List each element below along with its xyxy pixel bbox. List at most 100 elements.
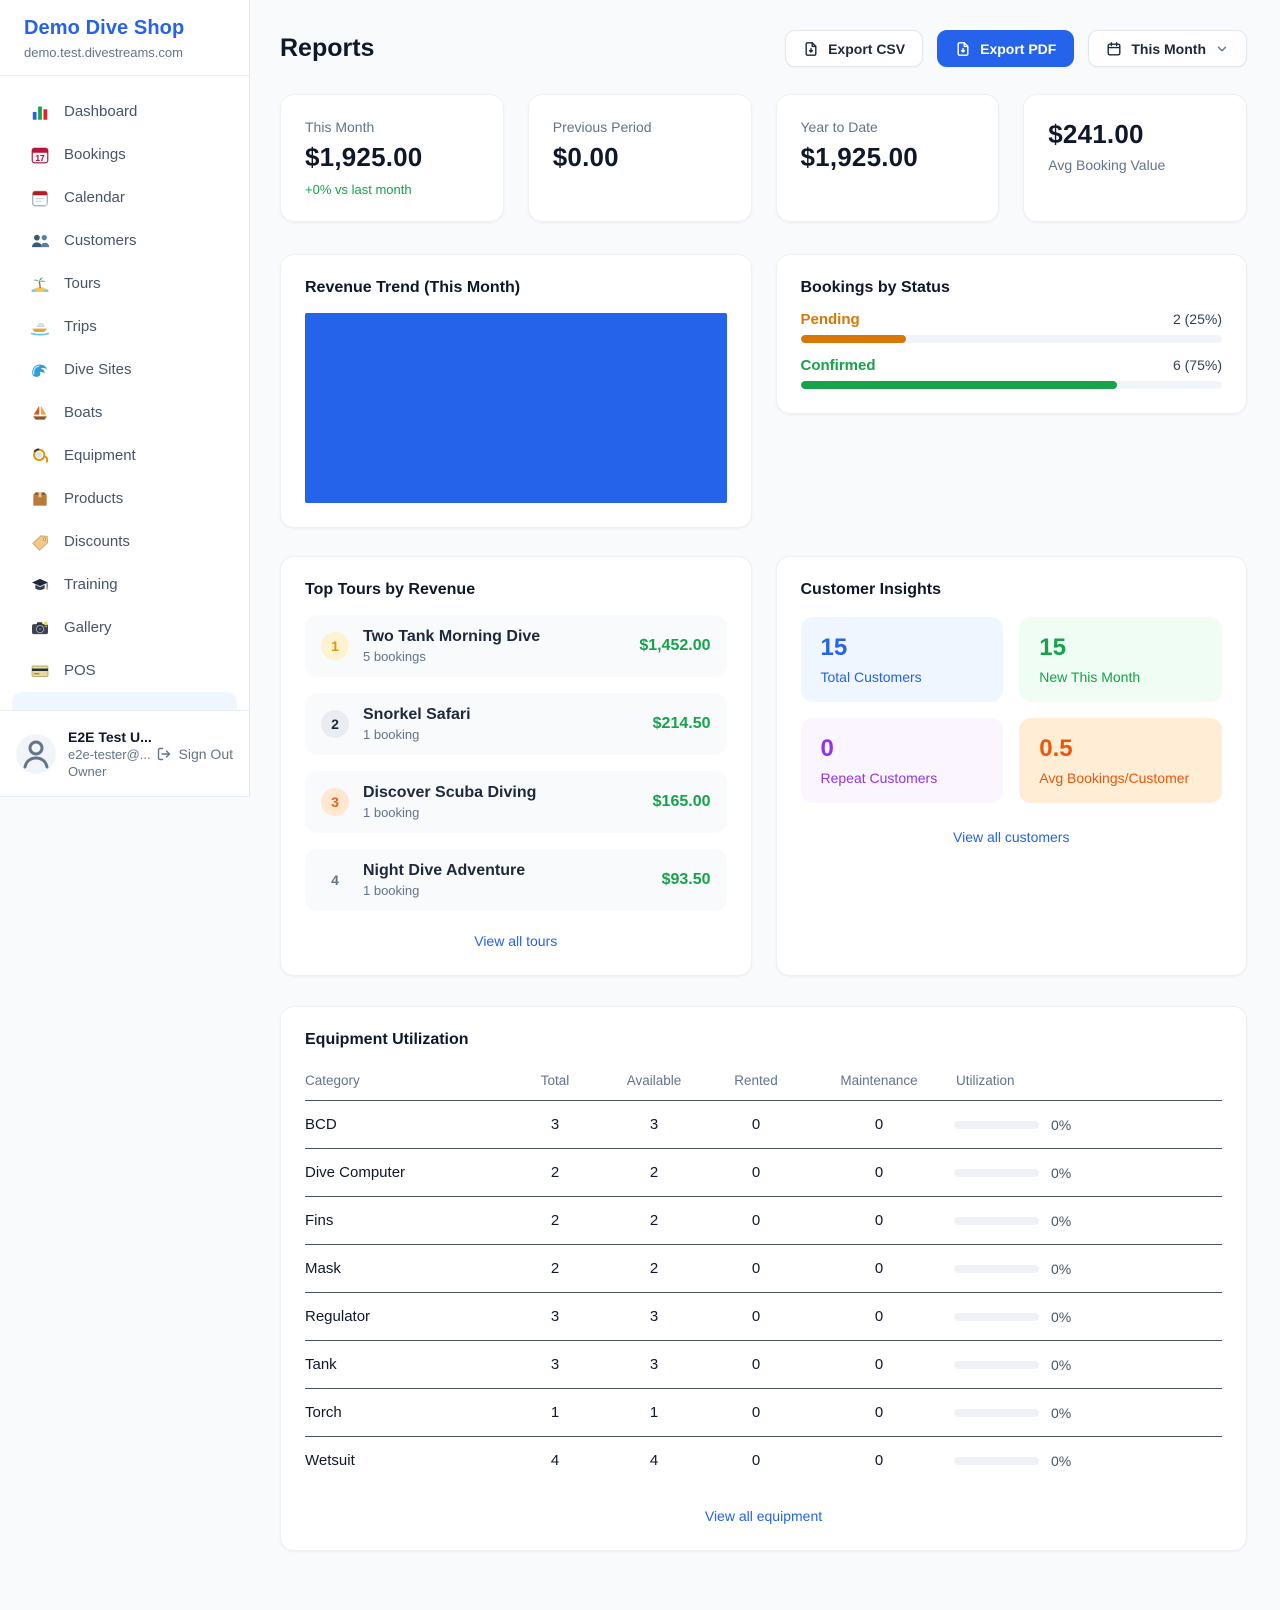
- utilization-percent: 0%: [1051, 1356, 1072, 1373]
- sidebar-item-label: Dashboard: [64, 103, 138, 120]
- revenue-trend-card: Revenue Trend (This Month): [280, 254, 752, 528]
- cell-rented: 0: [708, 1196, 804, 1245]
- utilization-percent: 0%: [1051, 1308, 1072, 1325]
- user-meta: E2E Test U... e2e-tester@... Owner: [68, 729, 152, 779]
- sailboat-icon: [30, 403, 50, 423]
- cell-category: Wetsuit: [305, 1452, 355, 1469]
- sidebar-item-bookings[interactable]: 17 Bookings: [12, 133, 237, 176]
- sidebar-item-trips[interactable]: Trips: [12, 305, 237, 348]
- revenue-trend-title: Revenue Trend (This Month): [305, 279, 521, 296]
- cell-total: 2: [510, 1148, 600, 1197]
- cell-category: Dive Computer: [305, 1148, 510, 1197]
- sidebar: Demo Dive Shop demo.test.divestreams.com…: [0, 0, 250, 797]
- tag-icon: [30, 532, 50, 552]
- sidebar-item-dashboard[interactable]: Dashboard: [12, 90, 237, 133]
- sidebar-item-pos[interactable]: POS: [12, 649, 237, 692]
- bookings-by-status-title: Bookings by Status: [800, 279, 950, 296]
- sidebar-item-label: Equipment: [64, 447, 136, 464]
- utilization-percent: 0%: [1051, 1116, 1072, 1133]
- export-csv-label: Export CSV: [828, 40, 906, 57]
- user-email: e2e-tester@...: [68, 746, 151, 762]
- cell-available: 2: [600, 1196, 708, 1245]
- table-row: Mask 2 2 0 0 0%: [305, 1244, 1222, 1293]
- sidebar-item-calendar[interactable]: Calendar: [12, 176, 237, 219]
- cell-maintenance: 0: [804, 1148, 954, 1197]
- stat-label: This Month: [305, 119, 375, 135]
- island-icon: [30, 274, 50, 294]
- sidebar-item-customers[interactable]: Customers: [12, 219, 237, 262]
- cell-available: 3: [600, 1340, 708, 1389]
- tile-value: 0: [820, 735, 834, 762]
- cell-total: 2: [510, 1244, 600, 1293]
- cell-maintenance: 0: [804, 1244, 954, 1293]
- cell-category: Mask: [305, 1244, 510, 1293]
- cell-total: 3: [510, 1292, 600, 1341]
- cell-utilization: 0%: [954, 1388, 1222, 1437]
- sign-out-button[interactable]: Sign Out: [156, 746, 233, 762]
- table-row: BCD 3 3 0 0 0%: [305, 1100, 1222, 1149]
- export-pdf-button[interactable]: Export PDF: [937, 30, 1075, 67]
- rank-badge: 3: [321, 788, 349, 816]
- page-title: Reports: [280, 34, 375, 62]
- tour-name: Discover Scuba Diving: [363, 784, 537, 801]
- sidebar-item-active-partial[interactable]: [12, 692, 237, 710]
- cell-category: Regulator: [305, 1292, 510, 1341]
- stat-change: +0% vs last month: [305, 182, 412, 197]
- equipment-utilization-title: Equipment Utilization: [305, 1031, 469, 1048]
- status-label: Confirmed: [800, 357, 876, 374]
- insight-tiles: 15 Total Customers 15 New This Month 0 R…: [800, 617, 1222, 803]
- user-role: Owner: [68, 763, 107, 779]
- tile-total-customers: 15 Total Customers: [800, 617, 1004, 702]
- cell-rented: 0: [708, 1340, 804, 1389]
- utilization-percent: 0%: [1051, 1452, 1072, 1469]
- stat-value: $241.00: [1048, 119, 1144, 149]
- sidebar-item-gallery[interactable]: Gallery: [12, 606, 237, 649]
- cell-available: 3: [600, 1100, 708, 1149]
- view-all-equipment-link[interactable]: View all equipment: [704, 1508, 823, 1524]
- page-header: Reports Export CSV Export PDF This Month: [280, 30, 1247, 67]
- sidebar-item-boats[interactable]: Boats: [12, 391, 237, 434]
- tour-revenue: $93.50: [661, 871, 711, 888]
- cell-rented: 0: [708, 1244, 804, 1293]
- tour-list-item: 3 Discover Scuba Diving 1 booking $165.0…: [305, 771, 727, 833]
- tour-bookings: 1 booking: [363, 727, 420, 742]
- period-dropdown[interactable]: This Month: [1088, 30, 1247, 67]
- view-all-customers-link[interactable]: View all customers: [953, 829, 1070, 845]
- customer-insights-title: Customer Insights: [800, 581, 941, 598]
- status-row-pending: Pending 2 (25%): [800, 311, 1222, 343]
- cell-rented: 0: [708, 1100, 804, 1149]
- sidebar-item-products[interactable]: Products: [12, 477, 237, 520]
- export-csv-button[interactable]: Export CSV: [785, 30, 924, 67]
- cell-utilization: 0%: [954, 1100, 1222, 1149]
- tour-list-item: 4 Night Dive Adventure 1 booking $93.50: [305, 849, 727, 911]
- utilization-percent: 0%: [1051, 1164, 1072, 1181]
- tile-value: 0.5: [1039, 735, 1073, 762]
- sidebar-item-training[interactable]: Training: [12, 563, 237, 606]
- chevron-down-icon: [1215, 42, 1229, 56]
- cell-available: 4: [649, 1452, 659, 1469]
- cell-category: Fins: [305, 1196, 510, 1245]
- progress-fill: [800, 335, 906, 343]
- progress-track: [800, 381, 1222, 389]
- sidebar-item-discounts[interactable]: Discounts: [12, 520, 237, 563]
- sidebar-item-tours[interactable]: Tours: [12, 262, 237, 305]
- cell-utilization: 0%: [954, 1437, 1222, 1485]
- progress-fill: [800, 381, 1117, 389]
- header-actions: Export CSV Export PDF This Month: [785, 30, 1247, 67]
- utilization-track: [954, 1264, 1039, 1273]
- bar-chart-icon: [30, 102, 50, 122]
- file-download-icon: [803, 41, 819, 57]
- view-all-tours-link[interactable]: View all tours: [474, 933, 558, 949]
- stat-value: $1,925.00: [305, 142, 423, 172]
- calendar-date-icon: 17: [30, 145, 50, 165]
- sidebar-item-dive-sites[interactable]: Dive Sites: [12, 348, 237, 391]
- insights-row: Top Tours by Revenue 1 Two Tank Morning …: [280, 556, 1247, 976]
- sidebar-item-label: Discounts: [64, 533, 130, 550]
- equipment-utilization-card: Equipment Utilization Category Total Ava…: [280, 1006, 1247, 1551]
- sidebar-item-label: Bookings: [64, 146, 126, 163]
- tile-avg-bookings-per-customer: 0.5 Avg Bookings/Customer: [1019, 718, 1222, 803]
- logout-icon: [156, 746, 172, 762]
- sidebar-item-equipment[interactable]: Equipment: [12, 434, 237, 477]
- cell-total: 1: [510, 1388, 600, 1437]
- utilization-track: [954, 1360, 1039, 1369]
